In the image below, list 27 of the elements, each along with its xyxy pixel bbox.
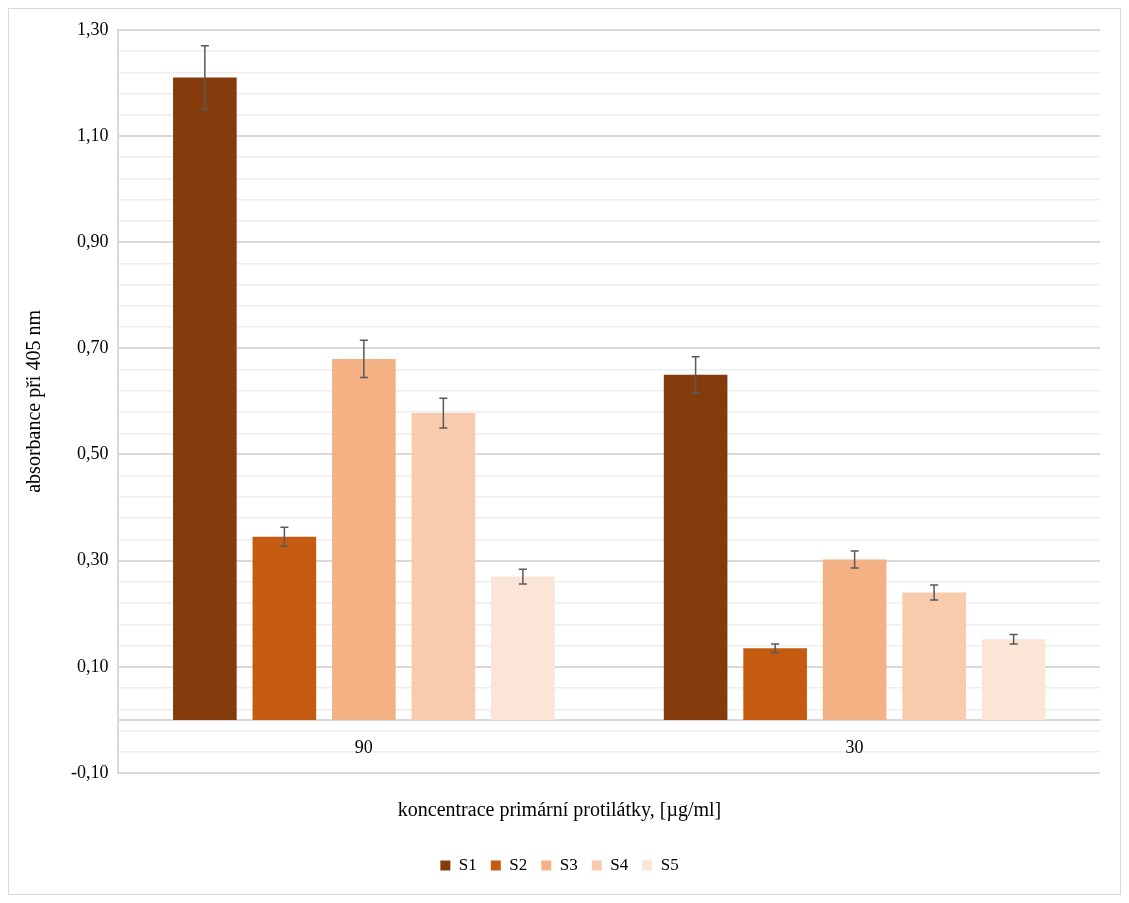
bar — [981, 639, 1046, 720]
y-axis-title: absorbance při 405 nm — [22, 309, 46, 493]
y-tick-label: 0,90 — [76, 230, 109, 251]
bar — [902, 592, 966, 720]
x-axis-title: koncentrace primární protilátky, [µg/ml] — [397, 798, 722, 822]
bar — [411, 413, 476, 720]
bar — [491, 576, 555, 720]
y-tick-label: 0,70 — [76, 337, 109, 358]
bar — [822, 559, 887, 720]
y-tick-label: 1,10 — [76, 124, 109, 145]
y-tick-label: 0,30 — [76, 549, 109, 570]
legend-label: S3 — [559, 854, 578, 874]
y-tick-label: 1,30 — [76, 18, 109, 39]
x-tick-label: 90 — [354, 737, 373, 758]
legend-label: S4 — [610, 854, 629, 874]
y-tick-label: 0,50 — [76, 443, 109, 464]
bar — [663, 374, 728, 720]
bar — [173, 77, 237, 720]
bar — [743, 648, 807, 720]
y-tick-label: -0,10 — [70, 761, 109, 782]
bar — [332, 358, 396, 720]
legend-label: S1 — [458, 854, 477, 874]
y-tick-label: 0,10 — [76, 655, 109, 676]
legend-label: S2 — [509, 854, 528, 874]
legend-label: S5 — [660, 854, 679, 874]
x-tick-label: 30 — [845, 737, 864, 758]
bar — [252, 536, 317, 720]
